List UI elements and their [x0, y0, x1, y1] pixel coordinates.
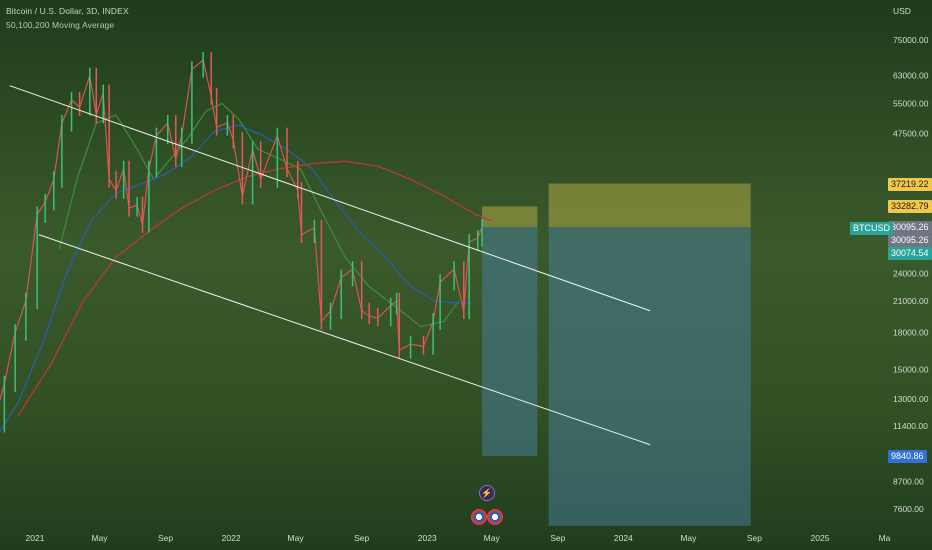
x-tick-label: May [680, 533, 697, 543]
y-tick-label: 18000.00 [893, 327, 929, 337]
channel-trendline [9, 85, 651, 312]
chart-title: Bitcoin / U.S. Dollar, 3D, INDEX [6, 6, 129, 16]
position-box [548, 183, 751, 526]
x-tick-label: 2023 [418, 533, 437, 543]
currency-label: USD [893, 6, 911, 16]
x-tick-label: Sep [550, 533, 565, 543]
price-tag: 30095.26 [888, 221, 932, 235]
target-zone [482, 206, 538, 228]
x-tick-label: Sep [354, 533, 369, 543]
x-tick-label: May [288, 533, 305, 543]
y-tick-label: 15000.00 [893, 365, 929, 375]
stop-zone [482, 227, 538, 457]
us-flag-icon[interactable] [486, 509, 503, 525]
ma-200-line [17, 160, 492, 416]
y-tick-label: 63000.00 [893, 71, 929, 81]
price-tag: 33282.79 [888, 200, 932, 214]
price-tag: 30095.26 [888, 234, 932, 248]
x-tick-label: Sep [158, 533, 173, 543]
x-tick-label: 2025 [811, 533, 830, 543]
x-tick-label: 2021 [26, 533, 45, 543]
y-tick-label: 8700.00 [893, 476, 924, 486]
channel-trendline [38, 234, 651, 446]
x-tick-label: May [484, 533, 501, 543]
price-tag: 9840.86 [888, 450, 927, 464]
ma-50-line [58, 102, 460, 328]
y-tick-label: 21000.00 [893, 296, 929, 306]
ma-100-line [0, 124, 472, 433]
y-tick-label: 24000.00 [893, 268, 929, 278]
indicator-label: 50,100,200 Moving Average [6, 20, 115, 30]
position-box [482, 206, 538, 457]
y-tick-label: 7600.00 [893, 504, 924, 514]
x-tick-label: May [91, 533, 108, 543]
price-tag: 30074.54 [888, 247, 932, 261]
x-tick-label: Sep [747, 533, 762, 543]
price-tag: 37219.22 [888, 177, 932, 191]
symbol-tag: BTCUSD [850, 222, 894, 236]
lightning-icon[interactable]: ⚡ [478, 485, 495, 501]
y-tick-label: 75000.00 [893, 35, 929, 45]
y-tick-label: 55000.00 [893, 99, 929, 109]
price-line [0, 59, 483, 402]
us-flag-icon[interactable] [470, 509, 487, 525]
y-tick-label: 13000.00 [893, 394, 929, 404]
x-tick-label: Ma [879, 533, 891, 543]
y-tick-label: 11400.00 [893, 421, 928, 431]
stop-zone [548, 227, 751, 526]
x-tick-label: 2022 [222, 533, 241, 543]
target-zone [548, 183, 751, 228]
x-tick-label: 2024 [614, 533, 633, 543]
y-tick-label: 47500.00 [893, 129, 929, 139]
